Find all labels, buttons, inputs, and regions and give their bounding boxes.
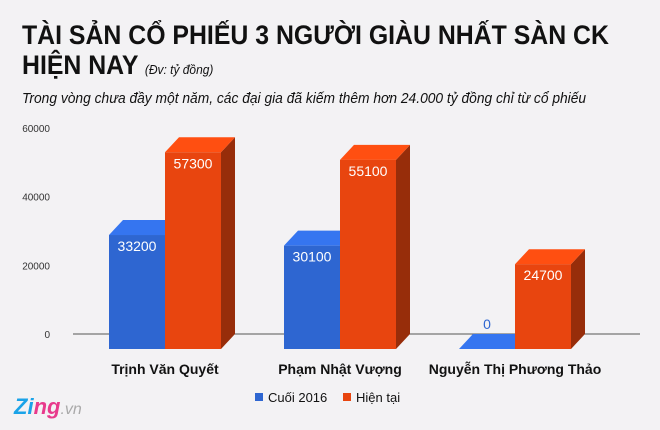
zing-logo: Zing.vn	[14, 394, 82, 419]
unit-label: (Đv: tỷ đồng)	[144, 62, 214, 77]
bar	[515, 264, 571, 349]
bar-top	[340, 144, 410, 160]
bar-side	[571, 249, 585, 349]
data-label: 57300	[174, 155, 213, 171]
bar	[165, 152, 221, 349]
bar	[340, 159, 396, 349]
y-tick-label: 0	[44, 330, 50, 341]
y-tick-label: 60000	[22, 124, 50, 135]
legend-swatch	[255, 393, 263, 401]
chart-subtitle: Trong vòng chưa đầy một năm, các đại gia…	[22, 90, 587, 107]
bar-side	[396, 144, 410, 349]
bar-top	[109, 220, 179, 236]
data-label: 55100	[349, 163, 388, 179]
legend-label: Hiện tại	[356, 390, 400, 405]
bar	[109, 235, 165, 349]
category-label: Nguyễn Thị Phương Thảo	[429, 361, 602, 377]
legend-label: Cuối 2016	[268, 390, 327, 405]
chart-title: TÀI SẢN CỔ PHIẾU 3 NGƯỜI GIÀU NHẤT SÀN C…	[22, 20, 609, 80]
y-tick-label: 40000	[22, 193, 50, 204]
data-label: 24700	[524, 267, 563, 283]
bar-top	[284, 230, 354, 246]
category-label: Trịnh Văn Quyết	[111, 361, 219, 377]
data-label: 30100	[293, 249, 332, 265]
data-label: 0	[483, 316, 491, 332]
bar-top	[165, 137, 235, 153]
bar-side	[221, 137, 235, 349]
bar	[284, 245, 340, 349]
y-tick-label: 20000	[22, 261, 50, 272]
data-label: 33200	[118, 238, 157, 254]
bar-top	[459, 334, 529, 349]
category-label: Phạm Nhật Vượng	[278, 361, 402, 377]
legend-swatch	[343, 393, 351, 401]
bar-top	[515, 249, 585, 265]
